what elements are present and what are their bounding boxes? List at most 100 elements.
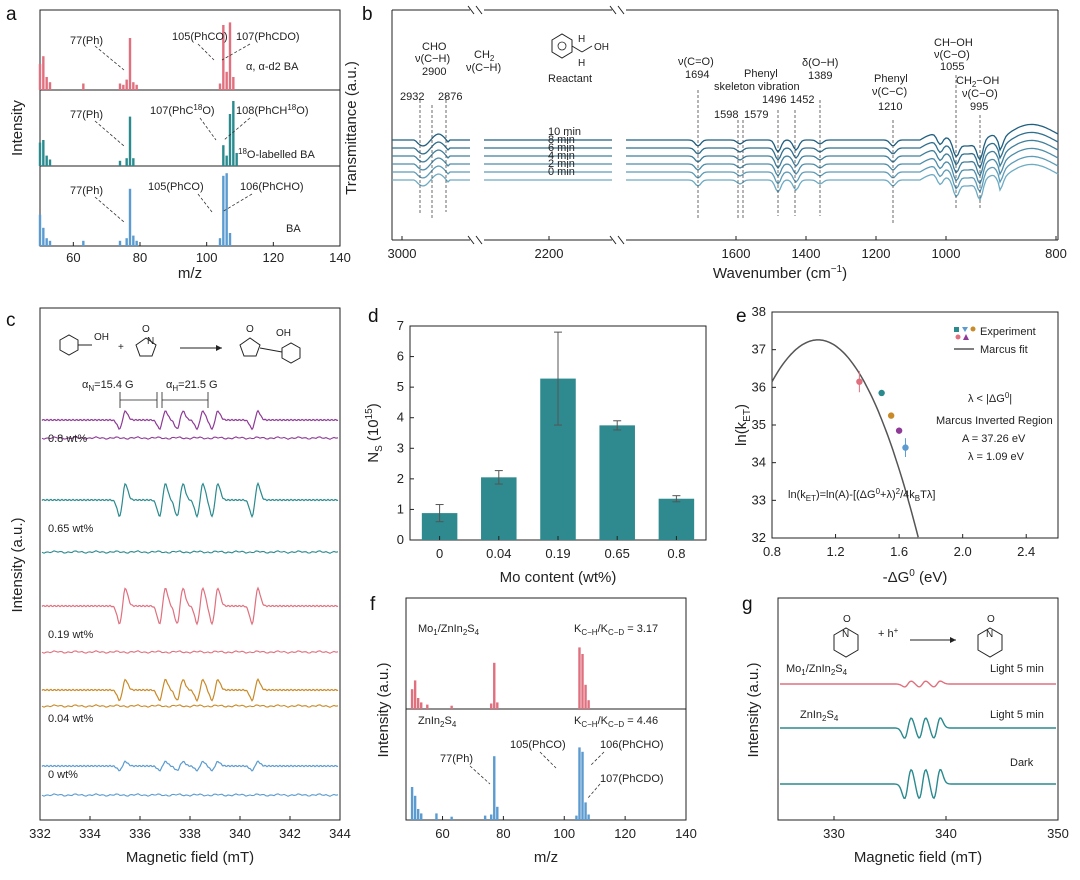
- pa-s2-peak-8: [222, 145, 225, 166]
- pa-s3-peak-13: [228, 233, 232, 246]
- pg-xtick-label-1: 340: [935, 826, 957, 841]
- pd-xtick-label-1: 0.04: [486, 546, 511, 561]
- pa-xtick-label-0: 60: [66, 250, 80, 265]
- pf-top-ratio: KC−H/KC−D = 3.17: [574, 623, 658, 637]
- pe-xlabel: -ΔG0 (eV): [883, 568, 948, 586]
- pc-reaction-scheme: OH + O N O OH: [59, 324, 301, 364]
- pe-marcus-fit: [771, 339, 919, 538]
- pa-s3-label: BA: [286, 223, 301, 235]
- pa-ylabel: Intensity: [9, 100, 26, 156]
- pc-s1: 0.8 wt%: [48, 433, 87, 445]
- pd-ytick-label-4: 4: [397, 410, 404, 425]
- pb-ann-cho-2: ν(C−H): [415, 53, 450, 65]
- pb-ann-cho: CHO: [422, 41, 447, 53]
- pb-spectrum-1: [392, 131, 1059, 170]
- pg-r3-right: Dark: [1010, 757, 1034, 769]
- pd-ytick-label-6: 6: [397, 349, 404, 364]
- pc-dark-0: [41, 436, 339, 440]
- pg-plus: + h+: [878, 626, 899, 640]
- pa-s2-a3: 108(PhCH18O): [236, 103, 309, 117]
- pd-ytick-label-5: 5: [397, 379, 404, 394]
- pb-ann-2932: 2932: [400, 91, 424, 103]
- pg-r2-right: Light 5 min: [990, 709, 1044, 721]
- pb-h-top: H: [578, 34, 585, 45]
- pa-s1-peak-2: [45, 77, 48, 90]
- pe-ytick-label-0: 32: [752, 530, 766, 545]
- pc-dark-3: [41, 704, 339, 708]
- pb-time-2: 6 min: [548, 142, 575, 154]
- pd-xtick-label-3: 0.65: [605, 546, 630, 561]
- pa-s1-peak-7: [125, 79, 128, 90]
- pb-time-0: 10 min: [548, 126, 581, 138]
- pb-ann-ch2oh: CH2−OH: [956, 75, 999, 89]
- pa-s3-peak-8: [132, 235, 135, 246]
- pf-xtick-label-4: 140: [675, 826, 697, 841]
- pg-xlabel: Magnetic field (mT): [854, 849, 982, 866]
- svg-text:OH: OH: [94, 332, 109, 343]
- pf-bot-peak-14: [587, 814, 590, 820]
- pg-xtick-label-2: 350: [1047, 826, 1069, 841]
- pf-top-peak-5: [450, 705, 453, 709]
- pe-eq: ln(kET)=ln(A)-[(ΔG0+λ)2/4kBTλ]: [788, 487, 935, 503]
- pb-ann-1496: 1496: [762, 94, 786, 106]
- pa-s3-a2: 105(PhCO): [148, 181, 204, 193]
- pc-light-3: [41, 677, 339, 703]
- pb-ann-cho-3: 2900: [422, 66, 446, 78]
- panel-c-letter: c: [6, 310, 16, 331]
- pc-an: αN=15.4 G: [82, 379, 134, 393]
- pa-s1-peak-1: [42, 56, 45, 90]
- pb-time-1: 8 min: [548, 134, 575, 146]
- pc-dark-4: [41, 793, 339, 797]
- pf-bot-peak-3: [420, 813, 423, 820]
- panel-f-letter: f: [370, 594, 376, 615]
- pa-s1-label: α, α-d2 BA: [246, 61, 299, 73]
- pf-top-peak-2: [416, 698, 420, 709]
- pf-top-peak-12: [587, 700, 590, 709]
- pb-xtick-label-0: 3000: [388, 246, 417, 261]
- pa-s1-peak-3: [48, 82, 52, 90]
- pg-scheme: O N O N: [833, 614, 1003, 658]
- pe-point-2: [887, 412, 895, 419]
- pc-ah: αH=21.5 G: [166, 379, 218, 393]
- pa-s2-peak-5: [125, 158, 128, 166]
- pa-s2-peak-1: [42, 140, 45, 166]
- pa-s2-peak-11: [232, 101, 235, 166]
- pb-peak-markers: [419, 75, 981, 225]
- pa-s3-peak-3: [48, 240, 52, 246]
- pf-bot-label: ZnIn2S4: [418, 715, 457, 729]
- pb-ann-oh: δ(O−H): [802, 57, 838, 69]
- pa-xtick-label-3: 120: [262, 250, 284, 265]
- pc-xtick-label-1: 334: [79, 826, 101, 841]
- panel-e-letter: e: [736, 306, 747, 327]
- pf-xtick-label-2: 100: [553, 826, 575, 841]
- pe-t4: λ = 1.09 eV: [968, 451, 1025, 463]
- pf-xlabel: m/z: [534, 849, 558, 866]
- pb-ann-1452: 1452: [790, 94, 814, 106]
- pb-time-5: 0 min: [548, 166, 575, 178]
- pd-bar-1: [481, 477, 517, 540]
- pg-r2-left: ZnIn2S4: [800, 709, 839, 723]
- pa-s2-peak-9: [225, 155, 228, 166]
- pa-s3-peak-6: [125, 238, 128, 246]
- pf-bot-peak-13: [584, 802, 587, 820]
- pa-s3-arrows: [94, 193, 253, 223]
- pa-s1-peak-6: [122, 84, 125, 90]
- pa-s2-peak-10: [228, 114, 232, 166]
- pa-s3-peak-0: [38, 214, 42, 246]
- pe-t1: λ < |ΔG0|: [968, 391, 1012, 405]
- pe-xtick-label-1: 1.2: [827, 544, 845, 559]
- pb-oh: OH: [594, 42, 609, 53]
- pf-bot-peak-6: [483, 815, 487, 820]
- pf-bot-peak-10: [575, 815, 578, 820]
- pb-ann-1210: 1210: [878, 101, 902, 113]
- pc-splitting-bars: [119, 392, 209, 408]
- pe-point-0: [856, 378, 863, 385]
- pc-xtick-label-2: 336: [129, 826, 151, 841]
- pf-top-peak-7: [493, 662, 496, 709]
- panel-c: OH + O N O OH αN=15.4 G αH=21.5 G 332 334…: [9, 307, 351, 866]
- pf-bot-ratio: KC−H/KC−D = 4.46: [574, 715, 658, 729]
- pb-time-3: 4 min: [548, 150, 575, 162]
- pa-s3-a1: 77(Ph): [70, 185, 103, 197]
- pc-dark-2: [41, 650, 339, 654]
